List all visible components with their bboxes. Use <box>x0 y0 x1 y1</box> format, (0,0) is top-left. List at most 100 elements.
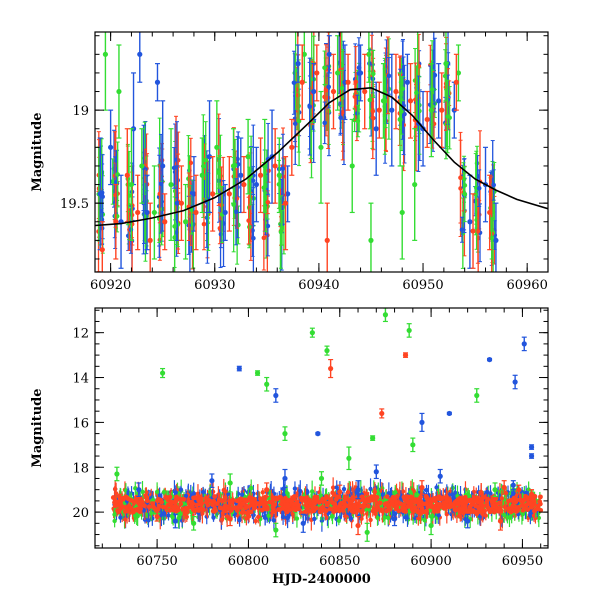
band-point <box>467 504 473 509</box>
band-point <box>200 511 205 516</box>
cluster-point <box>429 87 435 92</box>
band-point <box>492 509 497 515</box>
band-point <box>408 494 414 500</box>
cluster-point <box>445 114 450 119</box>
band-point <box>169 513 175 519</box>
cluster-point <box>432 72 438 78</box>
data-point <box>324 237 330 243</box>
band-point <box>118 515 123 520</box>
band-point <box>372 489 378 495</box>
data-point <box>399 209 405 216</box>
band-point <box>531 513 537 518</box>
data-point <box>380 98 387 104</box>
band-point <box>234 498 240 504</box>
band-point <box>401 494 407 500</box>
band-point <box>364 491 369 497</box>
band-point <box>377 500 383 506</box>
band-point <box>210 489 216 494</box>
band-point <box>284 490 290 496</box>
band-point <box>247 495 253 500</box>
band-point <box>442 502 447 508</box>
band-point <box>386 515 391 521</box>
data-point <box>376 107 382 113</box>
band-point <box>295 505 300 511</box>
band-point <box>238 496 244 502</box>
x-tick-label: 60920 <box>90 278 131 293</box>
cluster-point <box>251 235 256 241</box>
band-point <box>467 493 472 499</box>
data-point <box>147 237 153 243</box>
data-point <box>230 163 237 169</box>
data-point <box>276 172 282 178</box>
band-point <box>511 490 516 496</box>
data-point <box>253 181 260 188</box>
cluster-point <box>201 221 207 227</box>
data-point <box>428 107 434 113</box>
band-point <box>146 518 151 523</box>
x-tick-label: 60940 <box>298 278 339 293</box>
cluster-point <box>458 175 463 181</box>
band-point <box>318 493 323 498</box>
cluster-point <box>292 121 298 126</box>
band-point <box>112 518 117 524</box>
data-point <box>144 209 150 216</box>
band-point <box>239 492 245 497</box>
band-point <box>298 488 303 494</box>
cluster-point <box>234 196 240 201</box>
band-point <box>493 496 499 501</box>
band-point <box>341 486 347 492</box>
cluster-point <box>278 229 284 235</box>
band-point <box>363 499 368 505</box>
band-point <box>239 510 245 515</box>
cluster-point <box>338 115 343 121</box>
band-point <box>292 486 298 491</box>
band-point <box>487 509 493 515</box>
band-point <box>520 507 526 513</box>
data-point <box>97 191 103 197</box>
data-point <box>168 181 174 188</box>
series-1 <box>102 32 462 272</box>
band-point <box>237 517 242 523</box>
y-tick-label: 19 <box>72 104 89 119</box>
data-point <box>272 163 278 169</box>
x-tick-label: 60930 <box>194 278 235 293</box>
cluster-point <box>355 118 361 124</box>
data-point <box>102 51 109 57</box>
band-point <box>199 501 205 507</box>
data-point <box>424 116 430 123</box>
data-point <box>314 70 320 76</box>
series-0 <box>97 32 499 272</box>
data-point <box>362 88 368 95</box>
model-fit-curve <box>95 86 548 227</box>
data-point <box>407 98 414 104</box>
band-point <box>524 497 530 502</box>
band-point <box>178 487 184 492</box>
data-point <box>345 79 351 85</box>
band-point <box>166 513 171 518</box>
data-point <box>116 88 122 95</box>
cluster-point <box>370 71 376 77</box>
band-point <box>112 486 118 492</box>
band-point <box>450 485 455 491</box>
band-point <box>428 501 434 507</box>
band-point <box>389 500 395 506</box>
data-point <box>389 107 395 113</box>
data-point <box>301 51 307 57</box>
data-point <box>453 79 459 85</box>
band-point <box>332 501 338 507</box>
data-point <box>366 51 372 57</box>
band-point <box>386 490 392 496</box>
band-point <box>424 487 429 493</box>
band-point <box>422 518 427 523</box>
band-point <box>359 495 365 501</box>
band-point <box>140 489 145 494</box>
band-point <box>345 489 351 495</box>
data-point <box>124 172 130 178</box>
data-point <box>443 61 449 67</box>
cluster-point <box>233 209 239 215</box>
band-point <box>444 511 450 517</box>
band-point <box>490 503 496 509</box>
band-point <box>501 512 507 518</box>
band-point <box>359 509 365 515</box>
band-point <box>142 503 147 509</box>
